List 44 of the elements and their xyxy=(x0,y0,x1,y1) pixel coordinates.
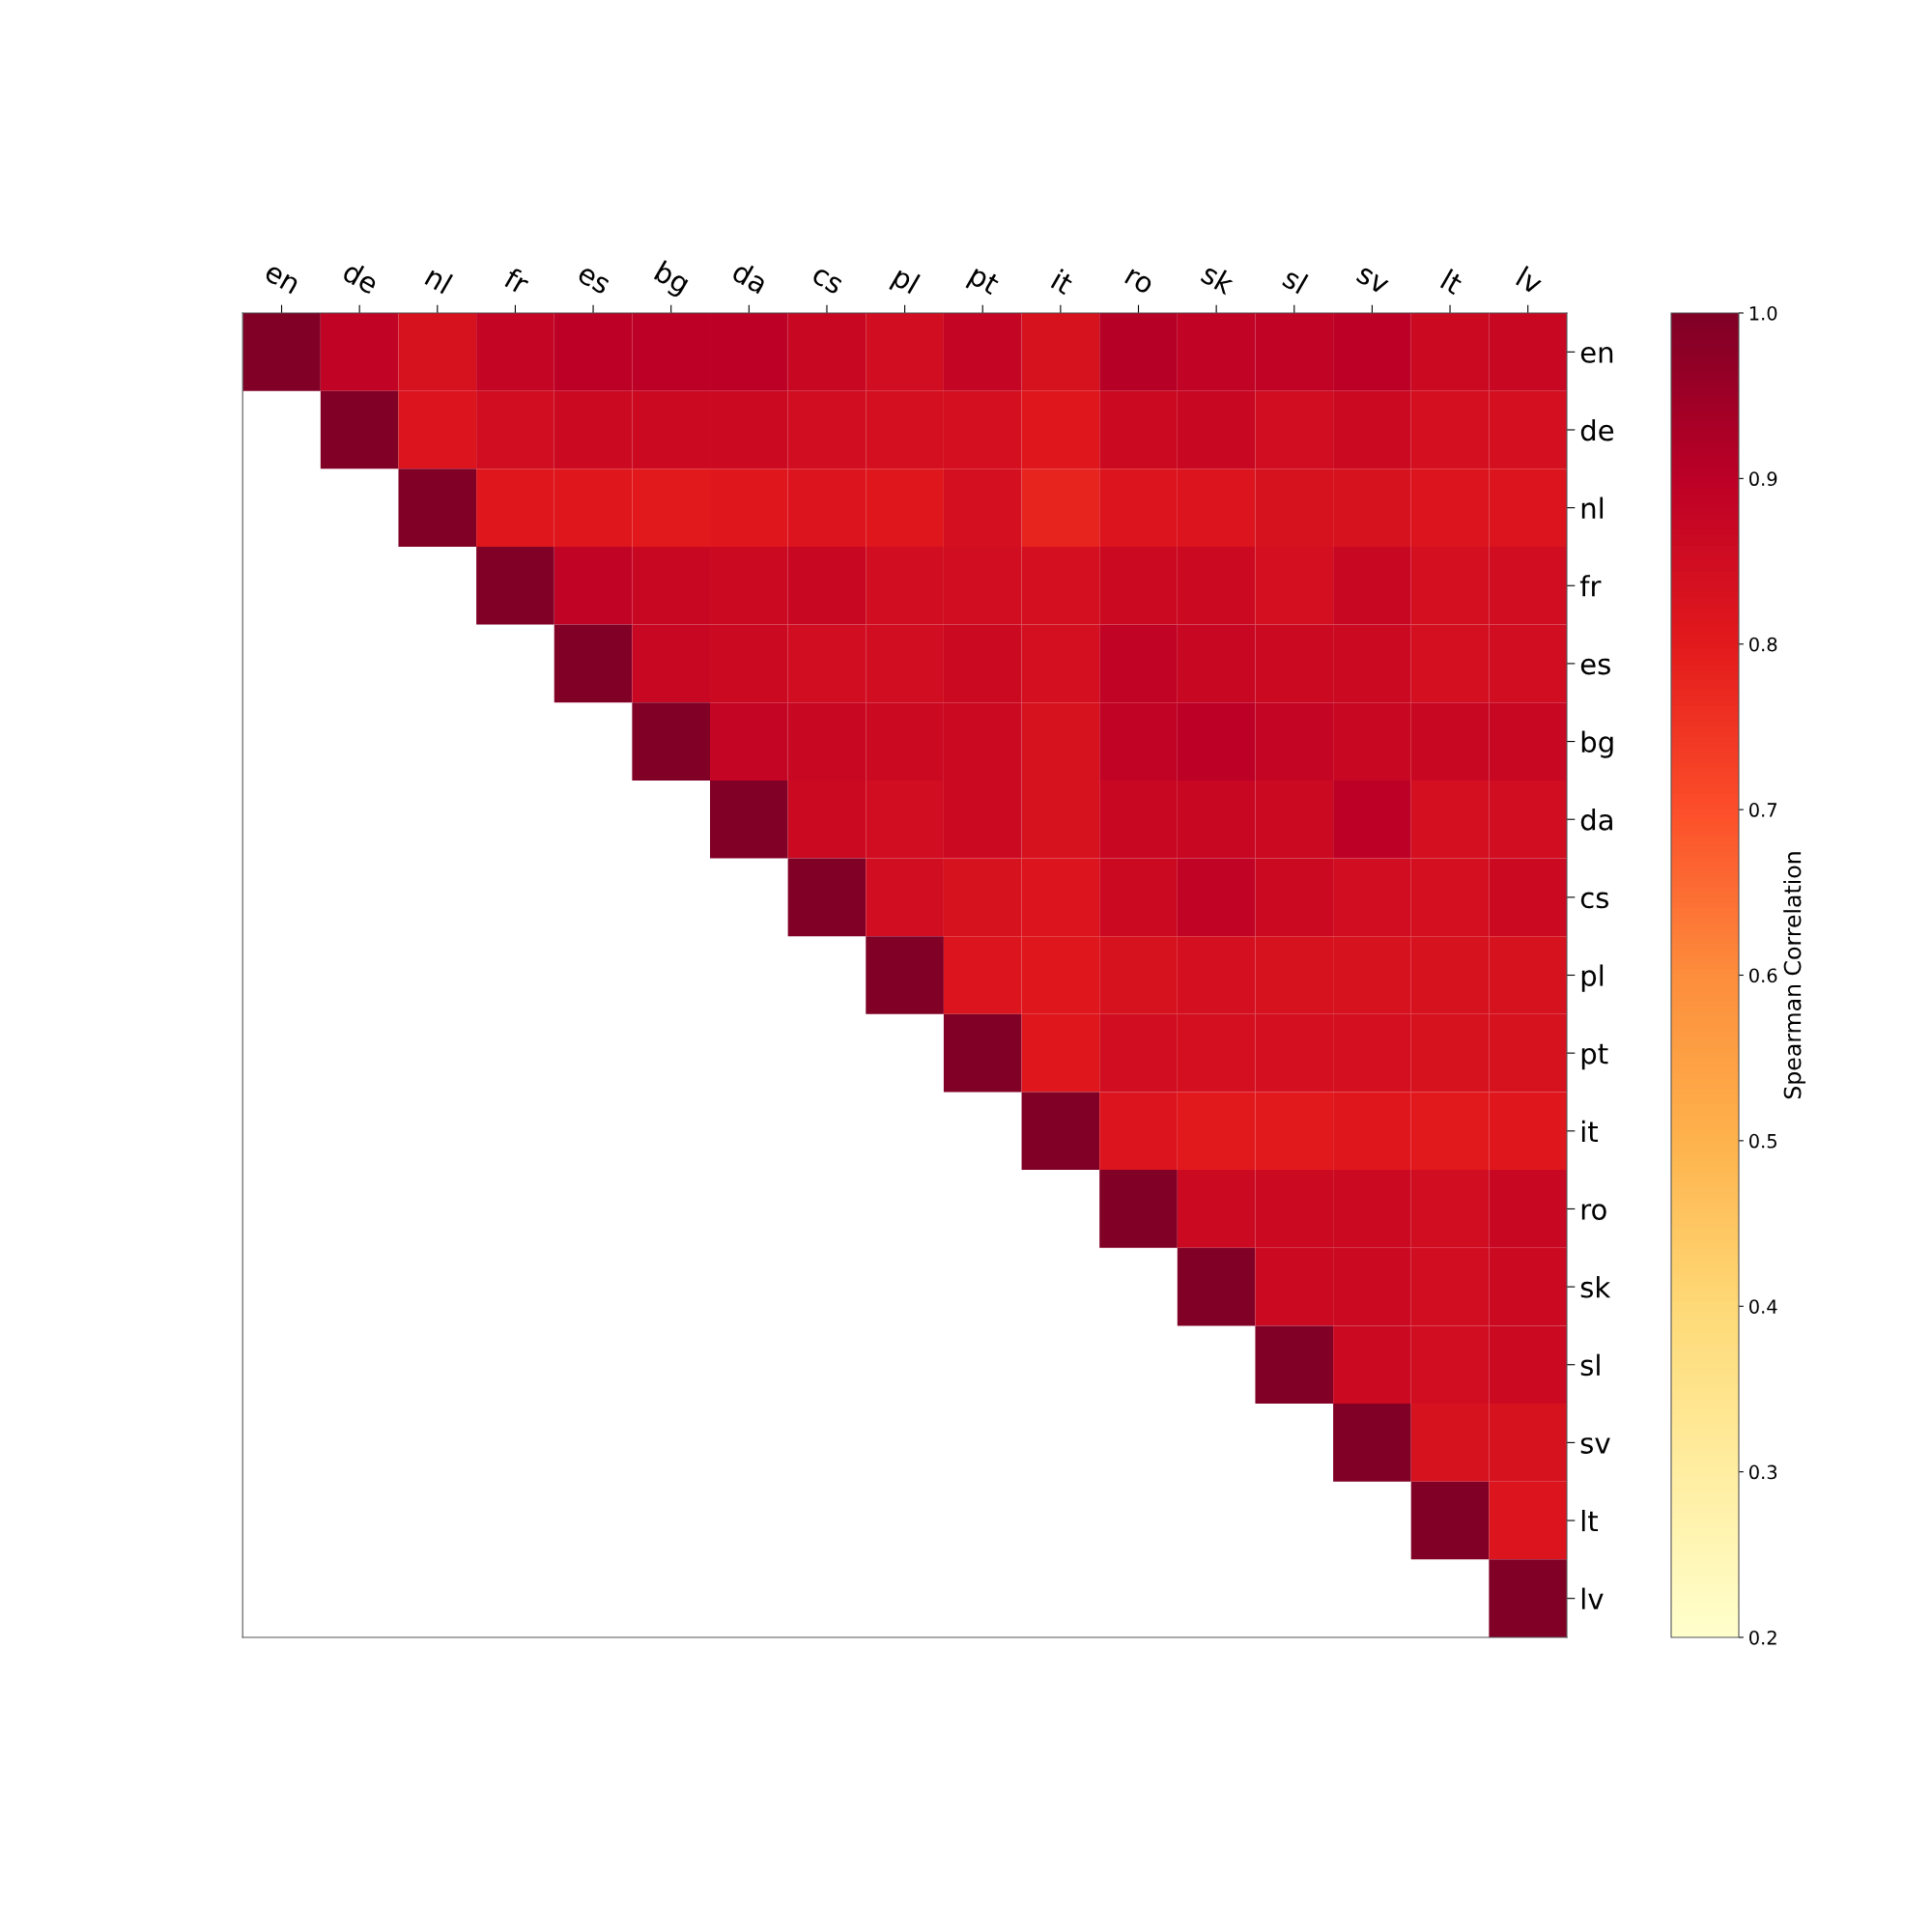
y-tick-label: pl xyxy=(1581,964,1604,992)
x-tick-label: de xyxy=(341,259,381,296)
y-tick-label: fr xyxy=(1579,575,1602,597)
color-bar-label: 0.5 xyxy=(1749,1133,1776,1149)
y-tick-label: da xyxy=(1580,809,1612,831)
x-tick-label: it xyxy=(1050,268,1075,296)
color-bar-label: 0.6 xyxy=(1749,968,1777,983)
y-tick-label: lv xyxy=(1581,1587,1604,1609)
x-tick-label: ro xyxy=(1123,269,1153,296)
color-bar-label: 1.0 xyxy=(1749,305,1777,321)
x-tick-label: pl xyxy=(889,265,921,299)
y-tick-label: nl xyxy=(1581,497,1604,519)
x-tick-label: sv xyxy=(1355,266,1389,296)
x-tick-label: nl xyxy=(424,265,453,295)
x-tick-label: pt xyxy=(965,265,1001,300)
y-tick-label: cs xyxy=(1580,892,1608,909)
x-tick-label: es xyxy=(576,266,611,296)
y-tick-label: it xyxy=(1581,1120,1599,1142)
y-tick-label: en xyxy=(1580,347,1613,363)
color-bar-label: 0.3 xyxy=(1749,1464,1777,1480)
y-tick-label: lt xyxy=(1581,1509,1599,1532)
y-tick-label: sv xyxy=(1580,1437,1610,1454)
x-tick-label: fr xyxy=(502,266,532,296)
x-tick-label: en xyxy=(263,265,299,295)
y-tick-label: ro xyxy=(1581,1204,1606,1220)
x-tick-label: sl xyxy=(1281,266,1309,295)
y-tick-label: de xyxy=(1580,418,1614,441)
x-tick-label: cs xyxy=(810,267,843,296)
x-tick-label: sk xyxy=(1200,262,1237,296)
x-tick-label: da xyxy=(730,259,769,295)
color-bar-label: 0.7 xyxy=(1749,803,1776,817)
color-bar-label: 0.9 xyxy=(1749,471,1777,487)
color-bar-title: Spearman Correlation xyxy=(1783,852,1806,1099)
x-tick-label: lt xyxy=(1439,268,1464,296)
color-bar-label: 0.8 xyxy=(1749,637,1777,652)
x-tick-label: bg xyxy=(650,260,692,299)
color-bar-label: 0.2 xyxy=(1749,1630,1776,1645)
y-tick-label: pt xyxy=(1581,1043,1608,1070)
x-tick-label: lv xyxy=(1516,266,1545,296)
y-tick-label: sk xyxy=(1580,1276,1611,1298)
color-bar-label: 0.4 xyxy=(1749,1299,1777,1314)
y-tick-label: es xyxy=(1580,658,1610,675)
y-tick-label: sl xyxy=(1580,1353,1600,1377)
y-tick-label: bg xyxy=(1581,730,1613,758)
